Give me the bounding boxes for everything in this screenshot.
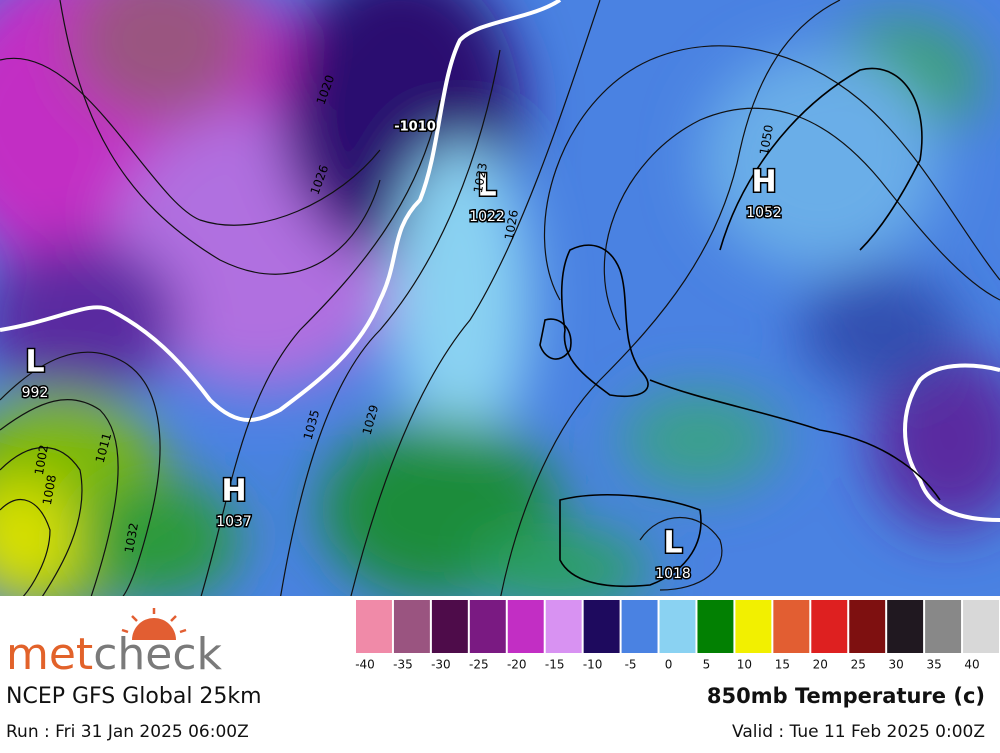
logo-suffix: check (93, 629, 222, 680)
legend-label: 0 (665, 658, 673, 672)
legend-label: -10 (583, 658, 603, 672)
isobar-label: 1023 (471, 162, 490, 195)
legend-label: -15 (545, 658, 565, 672)
legend-swatch (659, 600, 696, 653)
color-legend: -40 -35 -30 -25 -20 -15 -10 -5 0 5 10 15 20 25 30 35 40 (355, 600, 999, 672)
isobar-label: 1050 (757, 124, 776, 157)
legend-label: 10 (737, 658, 752, 672)
isobar-label: 1002 (32, 444, 51, 477)
logo-prefix: met (6, 629, 93, 680)
model-name: NCEP GFS Global 25km (6, 684, 262, 709)
legend-swatch (773, 600, 810, 653)
legend-swatch (431, 600, 468, 653)
pressure-symbol: L (477, 169, 496, 204)
pressure-value: 1052 (746, 205, 782, 221)
temperature-map (0, 0, 1000, 596)
legend-label: 40 (964, 658, 979, 672)
pressure-value: 1018 (655, 566, 691, 582)
pressure-symbol: H (751, 165, 776, 200)
isobar-label: 1008 (40, 474, 59, 507)
pressure-symbol: H (221, 474, 246, 509)
logo: metcheck (6, 608, 223, 680)
legend-swatch (963, 600, 999, 653)
legend-label: -35 (393, 658, 413, 672)
legend-label: -5 (625, 658, 637, 672)
pressure-symbol: L (25, 345, 44, 380)
legend-swatch (507, 600, 544, 653)
legend-swatch (583, 600, 620, 653)
parameter: 850mb Temperature (c) (707, 684, 985, 708)
legend-swatch (849, 600, 886, 653)
legend-label: 25 (851, 658, 866, 672)
legend-label: -30 (431, 658, 451, 672)
pressure-value: 1037 (216, 514, 252, 530)
isobar-label: 1032 (122, 522, 141, 555)
legend-label: -25 (469, 658, 489, 672)
legend-swatch (621, 600, 658, 653)
legend-label: 35 (926, 658, 941, 672)
legend-label: 5 (703, 658, 711, 672)
legend-label: 15 (775, 658, 790, 672)
pressure-symbol: L (663, 526, 682, 561)
legend-swatch (393, 600, 430, 653)
legend-swatch (356, 600, 392, 653)
legend-swatch (811, 600, 848, 653)
legend-label: -40 (355, 658, 375, 672)
legend-label: -20 (507, 658, 527, 672)
svg-text:metcheck: metcheck (6, 629, 223, 680)
pressure-value: 1022 (469, 209, 505, 225)
legend-label: 30 (889, 658, 904, 672)
legend-swatch (735, 600, 772, 653)
isobar-label: 1026 (502, 209, 521, 242)
isobar-label: -1010 (394, 120, 436, 135)
legend-swatch (545, 600, 582, 653)
legend-swatch (925, 600, 962, 653)
pressure-value: 992 (22, 385, 49, 401)
legend-swatch (469, 600, 506, 653)
valid-time: Valid : Tue 11 Feb 2025 0:00Z (732, 722, 985, 742)
legend-swatch (887, 600, 924, 653)
run-time: Run : Fri 31 Jan 2025 06:00Z (6, 722, 249, 742)
legend-label: 20 (813, 658, 828, 672)
legend-swatch (697, 600, 734, 653)
